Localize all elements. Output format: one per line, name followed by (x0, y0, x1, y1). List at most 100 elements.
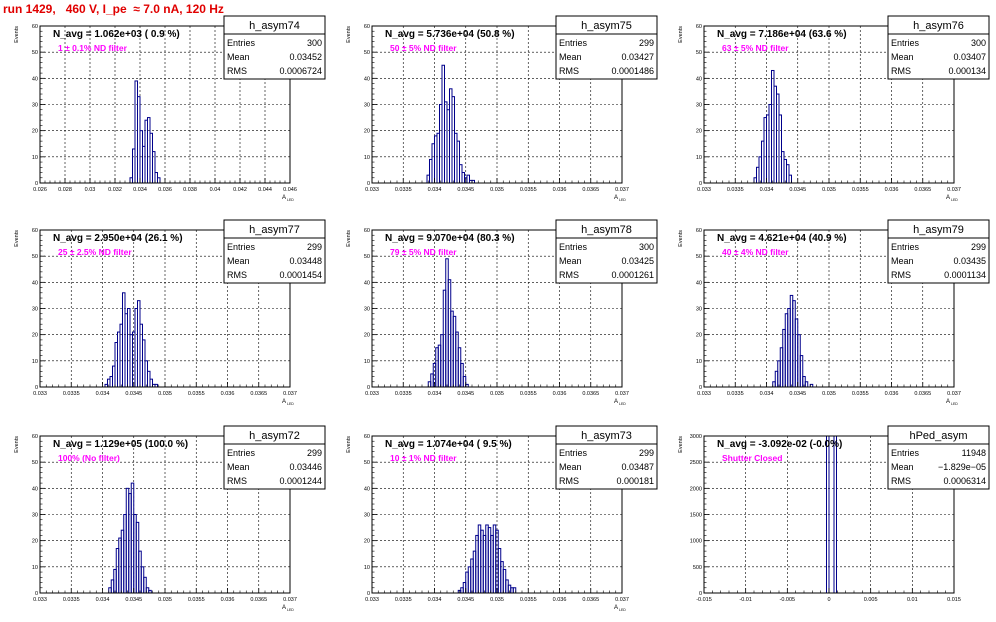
x-tick-label: 0.033 (33, 597, 47, 603)
y-tick-label: 50 (696, 254, 702, 260)
y-tick-label: 30 (32, 307, 38, 313)
stats-label: Entries (891, 448, 920, 458)
stats-value: 0.0006314 (943, 476, 986, 486)
stats-value: 0.03487 (621, 462, 654, 472)
x-axis-label-subscript: LED (287, 198, 294, 202)
stats-label: Entries (227, 38, 256, 48)
x-tick-label: 0 (827, 597, 830, 603)
stats-value: 0.03448 (289, 256, 322, 266)
stats-value: 299 (307, 448, 322, 458)
stats-body-box (887, 443, 990, 490)
y-tick-label: 20 (696, 333, 702, 339)
histogram-panel-h_asym75: 0.033 0.0335 0.034 0.0345 0.035 0.0355 0.036 0.… (346, 15, 658, 202)
x-tick-label: 0.036 (158, 187, 172, 193)
x-tick-label: 0.0335 (395, 391, 412, 397)
navg-text: N_avg = 5.736e+04 (50.8 %) (385, 29, 515, 40)
y-tick-label: 30 (364, 307, 370, 313)
y-tick-label: 0 (367, 181, 370, 187)
x-tick-label: 0.034 (428, 187, 442, 193)
x-tick-label: 0.036 (885, 391, 899, 397)
y-tick-label: 40 (364, 76, 370, 82)
stats-label: Mean (891, 462, 914, 472)
grid (704, 230, 954, 387)
x-tick-label: 0.037 (283, 597, 297, 603)
histogram-bins (426, 64, 475, 184)
x-tick-label: 0.037 (947, 391, 961, 397)
x-tick-label: 0.0365 (914, 391, 931, 397)
stats-value: 0.0006724 (279, 66, 322, 76)
y-tick-label: 40 (696, 76, 702, 82)
y-tick-label: 50 (364, 50, 370, 56)
stats-title: h_asym73 (581, 430, 632, 442)
x-tick-label: 0.046 (283, 187, 297, 193)
y-tick-label: 20 (32, 333, 38, 339)
x-axis-label-subscript: LED (619, 402, 626, 406)
navg-text: N_avg = 1.074e+04 ( 9.5 %) (385, 439, 512, 450)
stats-box: h_asym79 Entries 299 Mean 0.03435 RMS 0.000113… (887, 219, 990, 284)
y-tick-label: 60 (364, 228, 370, 234)
histogram-panel-h_asym77: 0.033 0.0335 0.034 0.0345 0.035 0.0355 0.036 0.… (14, 219, 326, 406)
x-tick-label: 0.0355 (520, 187, 537, 193)
stats-value: 11948 (962, 448, 986, 458)
y-tick-label: 50 (32, 460, 38, 466)
x-tick-label: 0.0345 (789, 187, 806, 193)
x-tick-label: -0.005 (780, 597, 796, 603)
histogram-bins (129, 80, 161, 184)
x-tick-label: 0.0335 (727, 391, 744, 397)
x-tick-label: -0.015 (696, 597, 712, 603)
stats-label: Mean (559, 462, 582, 472)
x-tick-label: 0.033 (697, 391, 711, 397)
histogram-panel-h_asym79: 0.033 0.0335 0.034 0.0345 0.035 0.0355 0.036 0.… (678, 219, 990, 406)
stats-box: h_asym75 Entries 299 Mean 0.03427 RMS 0.000148… (555, 15, 658, 80)
y-tick-label: 0 (35, 591, 38, 597)
stats-label: RMS (559, 270, 579, 280)
y-tick-label: 10 (696, 359, 702, 365)
x-tick-label: 0.005 (864, 597, 878, 603)
x-tick-label: 0.032 (108, 187, 122, 193)
stats-value: 299 (639, 38, 654, 48)
y-tick-label: 500 (693, 565, 702, 571)
filter-label: 10 ± 1% ND filter (390, 453, 457, 463)
navg-text: N_avg = 4.621e+04 (40.9 %) (717, 233, 847, 244)
y-tick-label: 10 (32, 155, 38, 161)
stats-label: RMS (227, 66, 247, 76)
y-tick-label: 10 (364, 359, 370, 365)
x-tick-label: 0.033 (365, 187, 379, 193)
stats-value: 0.0001454 (279, 270, 322, 280)
y-tick-label: 1500 (690, 513, 702, 519)
x-axis-label: A (614, 399, 618, 405)
stats-box: h_asym73 Entries 299 Mean 0.03487 RMS 0.000181 (555, 425, 658, 490)
filter-label: 63 ± 5% ND filter (722, 43, 789, 53)
y-tick-label: 20 (696, 129, 702, 135)
x-axis-label: A (282, 195, 286, 201)
filter-label: 50 ± 5% ND filter (390, 43, 457, 53)
y-axis-label: Events (678, 230, 684, 247)
x-tick-label: 0.0365 (250, 391, 267, 397)
x-tick-label: 0.0365 (582, 597, 599, 603)
x-tick-label: 0.01 (907, 597, 918, 603)
x-tick-label: 0.033 (365, 597, 379, 603)
stats-label: RMS (891, 270, 911, 280)
y-tick-label: 40 (32, 486, 38, 492)
stats-value: 300 (639, 242, 654, 252)
stats-title: h_asym78 (581, 224, 632, 236)
stats-value: 0.000181 (616, 476, 654, 486)
filter-label: 79 ± 5% ND filter (390, 247, 457, 257)
stats-label: Mean (227, 462, 250, 472)
x-tick-label: 0.034 (760, 391, 774, 397)
x-tick-label: 0.0335 (63, 391, 80, 397)
y-tick-label: 10 (364, 565, 370, 571)
y-tick-label: 0 (367, 385, 370, 391)
y-tick-label: 3000 (690, 434, 702, 440)
y-tick-label: 40 (364, 280, 370, 286)
x-tick-label: 0.04 (210, 187, 221, 193)
stats-body-box (223, 237, 326, 284)
stats-box: h_asym76 Entries 300 Mean 0.03407 RMS 0.000134 (887, 15, 990, 80)
x-axis-label: A (282, 605, 286, 611)
y-tick-label: 30 (696, 307, 702, 313)
histogram-panel-hPed_asym: -0.015 -0.01 -0.005 0 0.005 0.01 0.015 0 500 1000… (678, 425, 990, 603)
filter-label: 25 ± 2.5% ND filter (58, 247, 132, 257)
x-tick-label: 0.034 (133, 187, 147, 193)
stats-label: Entries (227, 242, 256, 252)
stats-box: h_asym72 Entries 299 Mean 0.03446 RMS 0.000124… (223, 425, 326, 490)
